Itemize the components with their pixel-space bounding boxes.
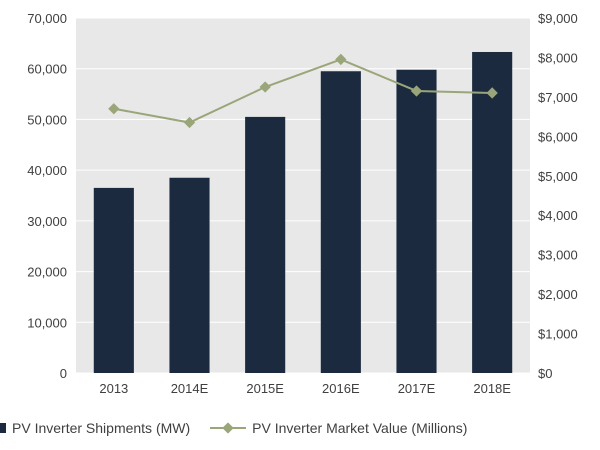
legend-line-swatch [210, 422, 247, 434]
right-tick-label: $8,000 [538, 50, 578, 65]
bar [245, 116, 286, 374]
legend-item-market-value: PV Inverter Market Value (Millions) [190, 420, 467, 436]
legend-label-shipments: PV Inverter Shipments (MW) [12, 420, 191, 436]
gridlines [76, 17, 530, 374]
left-axis-ticks: 0 10,000 20,000 30,000 40,000 50,000 60,000 70,… [27, 11, 67, 381]
left-tick-label: 10,000 [27, 315, 67, 330]
bar [169, 177, 210, 373]
left-tick-label: 70,000 [27, 11, 67, 26]
right-tick-label: $9,000 [538, 11, 578, 26]
x-tick-label: 2016E [322, 381, 360, 396]
right-tick-label: $5,000 [538, 169, 578, 184]
left-tick-label: 60,000 [27, 62, 67, 77]
bar [93, 187, 134, 373]
bar-series [93, 51, 513, 374]
plot-area [76, 18, 530, 373]
x-tick-label: 2014E [171, 381, 209, 396]
legend-bar-swatch [0, 423, 6, 433]
legend-label-market-value: PV Inverter Market Value (Millions) [252, 420, 468, 436]
right-tick-label: $1,000 [538, 327, 578, 342]
bar [396, 69, 437, 373]
legend: PV Inverter Shipments (MW) PV Inverter M… [0, 416, 467, 440]
right-tick-label: $3,000 [538, 248, 578, 263]
x-axis-ticks: 2013 2014E 2015E 2016E 2017E 2018E [99, 381, 511, 396]
left-tick-label: 20,000 [27, 265, 67, 280]
x-tick-label: 2017E [398, 381, 436, 396]
bar [320, 71, 361, 373]
right-tick-label: $6,000 [538, 129, 578, 144]
right-tick-label: $2,000 [538, 287, 578, 302]
legend-item-shipments: PV Inverter Shipments (MW) [0, 420, 190, 436]
x-tick-label: 2013 [99, 381, 128, 396]
right-tick-label: $7,000 [538, 90, 578, 105]
x-tick-label: 2018E [473, 381, 511, 396]
line-point [335, 53, 347, 66]
series-line [113, 58, 493, 124]
right-axis-ticks: $0 $1,000 $2,000 $3,000 $4,000 $5,000 $6,000 $7… [538, 11, 578, 381]
bar [472, 51, 513, 373]
left-tick-label: 40,000 [27, 163, 67, 178]
right-tick-label: $0 [538, 366, 552, 381]
right-tick-label: $4,000 [538, 208, 578, 223]
left-tick-label: 0 [60, 366, 67, 381]
left-tick-label: 50,000 [27, 112, 67, 127]
left-tick-label: 30,000 [27, 214, 67, 229]
x-tick-label: 2015E [246, 381, 284, 396]
